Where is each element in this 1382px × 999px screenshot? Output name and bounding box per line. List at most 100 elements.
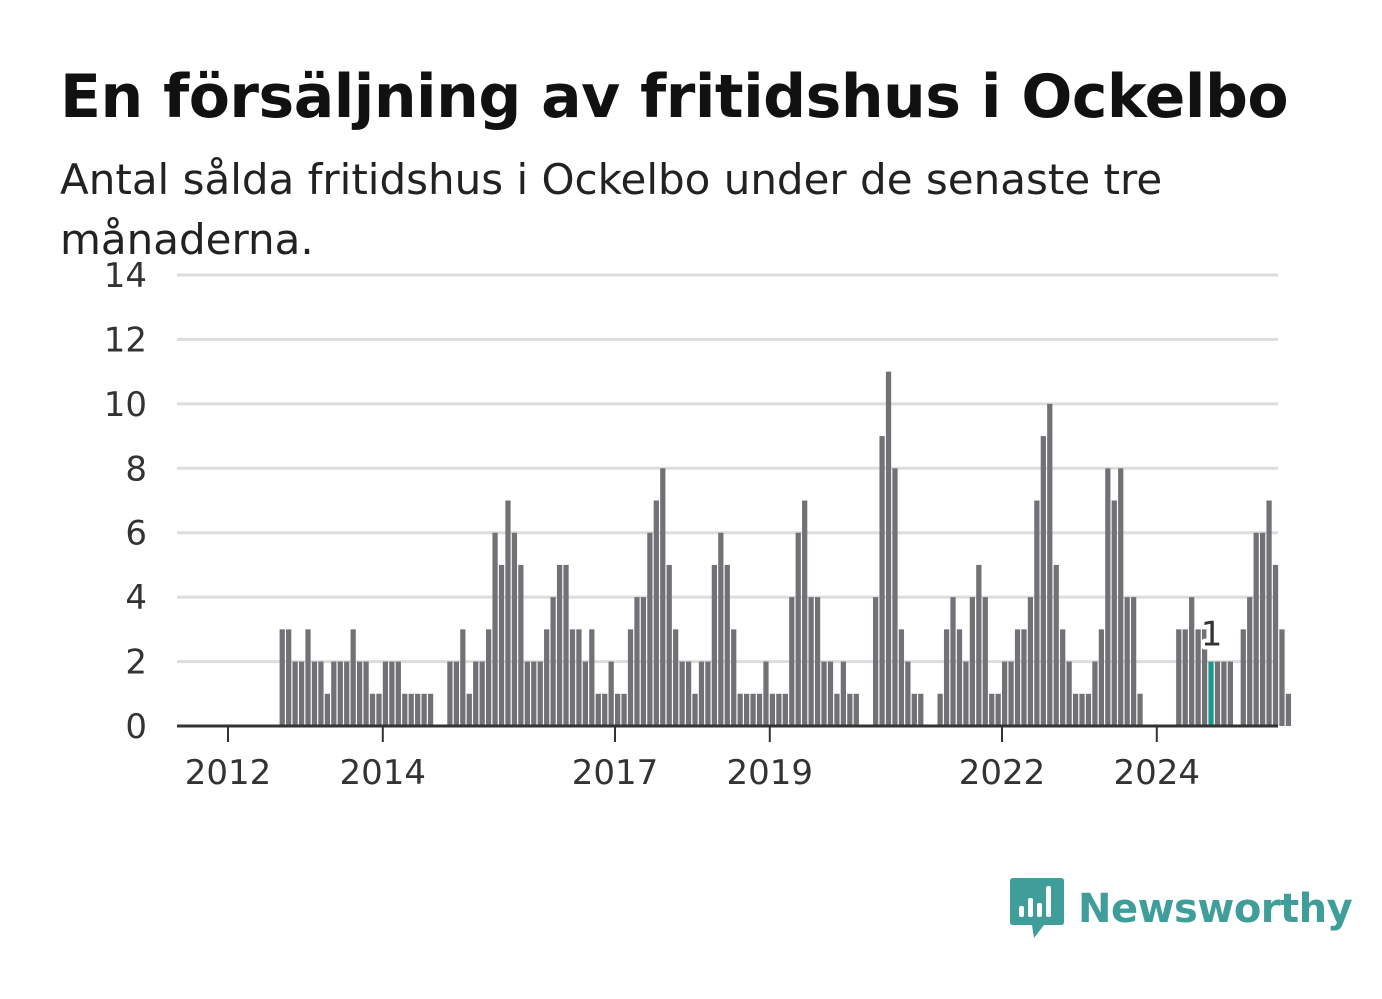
bar bbox=[666, 564, 672, 726]
bar bbox=[1124, 597, 1130, 726]
bar bbox=[537, 661, 543, 726]
x-tick-label: 2014 bbox=[340, 753, 427, 793]
bar bbox=[905, 661, 911, 726]
brand-name: Newsworthy bbox=[1078, 886, 1353, 932]
bar bbox=[279, 629, 285, 726]
bar bbox=[382, 661, 389, 726]
bar bbox=[789, 597, 795, 726]
bar bbox=[808, 597, 814, 726]
bar bbox=[1092, 661, 1098, 726]
bar bbox=[1098, 629, 1104, 726]
bar bbox=[544, 629, 550, 726]
y-tick-label: 2 bbox=[125, 643, 147, 683]
bar bbox=[311, 661, 318, 726]
bar bbox=[350, 629, 356, 726]
bar bbox=[337, 661, 343, 726]
bar bbox=[498, 564, 505, 726]
bar bbox=[1066, 661, 1072, 726]
bar bbox=[989, 693, 995, 726]
bar bbox=[1279, 629, 1285, 726]
bar bbox=[556, 564, 563, 726]
x-tick-label: 2022 bbox=[959, 753, 1046, 793]
bar bbox=[692, 693, 698, 726]
bar bbox=[408, 693, 414, 726]
bar bbox=[950, 597, 956, 726]
bar bbox=[892, 468, 898, 726]
bar bbox=[1201, 629, 1208, 726]
chart-title: En försäljning av fritidshus i Ockelbo bbox=[60, 62, 1289, 132]
bar bbox=[1137, 693, 1143, 726]
bar bbox=[834, 693, 840, 726]
bar bbox=[685, 661, 692, 726]
bar bbox=[531, 661, 537, 726]
bar bbox=[744, 693, 750, 726]
highlight-value-label: 1 bbox=[1201, 615, 1223, 655]
bar bbox=[769, 693, 776, 726]
bar bbox=[602, 693, 608, 726]
bar bbox=[724, 564, 730, 726]
bar bbox=[1131, 597, 1137, 726]
bar bbox=[324, 693, 330, 726]
bar bbox=[318, 661, 324, 726]
bar bbox=[969, 597, 975, 726]
bar bbox=[1008, 661, 1014, 726]
newsworthy-chart-bubble-icon bbox=[1010, 878, 1064, 938]
y-tick-label: 0 bbox=[125, 707, 147, 747]
bar bbox=[595, 693, 601, 726]
bar bbox=[937, 693, 943, 726]
bar bbox=[776, 693, 782, 726]
bar bbox=[479, 661, 485, 726]
x-tick-label: 2024 bbox=[1114, 753, 1201, 793]
x-tick-label: 2012 bbox=[185, 753, 272, 793]
y-tick-label: 14 bbox=[104, 256, 147, 296]
bar bbox=[1189, 597, 1195, 726]
bar bbox=[1240, 629, 1246, 726]
bar bbox=[421, 693, 427, 726]
bar bbox=[853, 693, 859, 726]
x-tick-label: 2019 bbox=[727, 753, 814, 793]
bar bbox=[711, 564, 717, 726]
bar bbox=[653, 500, 659, 726]
bar bbox=[563, 564, 569, 726]
bar bbox=[782, 693, 788, 726]
bar bbox=[298, 661, 305, 726]
bar bbox=[1195, 629, 1201, 726]
bar bbox=[873, 597, 879, 726]
bar-series bbox=[279, 371, 1292, 726]
bar bbox=[369, 693, 376, 726]
y-tick-label: 12 bbox=[104, 320, 147, 360]
bar bbox=[1072, 693, 1079, 726]
newsworthy-logo: Newsworthy bbox=[1010, 878, 1353, 940]
bar bbox=[1060, 629, 1066, 726]
axes: 0 2 4 6 8 10 12 14 1 2012 2014 2017 2019 2022 2024 bbox=[104, 256, 1278, 793]
bar bbox=[615, 693, 621, 726]
bar bbox=[376, 693, 382, 726]
x-tick-label: 2017 bbox=[572, 753, 659, 793]
bar bbox=[286, 629, 292, 726]
bar bbox=[402, 693, 408, 726]
bar bbox=[698, 661, 705, 726]
bar bbox=[395, 661, 401, 726]
bar bbox=[995, 693, 1001, 726]
bar bbox=[447, 661, 453, 726]
bar bbox=[1214, 661, 1221, 726]
bar bbox=[814, 597, 821, 726]
bar bbox=[956, 629, 963, 726]
bar bbox=[802, 500, 808, 726]
bar bbox=[911, 693, 917, 726]
bar bbox=[737, 693, 743, 726]
bar bbox=[795, 532, 801, 726]
bar bbox=[1047, 403, 1053, 726]
bar bbox=[679, 661, 685, 726]
bar bbox=[1079, 693, 1085, 726]
bar bbox=[1247, 597, 1253, 726]
bar bbox=[731, 629, 737, 726]
bar bbox=[763, 661, 769, 726]
bar bbox=[627, 629, 634, 726]
bar bbox=[1014, 629, 1021, 726]
bar bbox=[1111, 500, 1117, 726]
y-tick-label: 8 bbox=[125, 449, 147, 489]
bar bbox=[1182, 629, 1188, 726]
bar bbox=[1053, 564, 1059, 726]
bar bbox=[756, 693, 763, 726]
